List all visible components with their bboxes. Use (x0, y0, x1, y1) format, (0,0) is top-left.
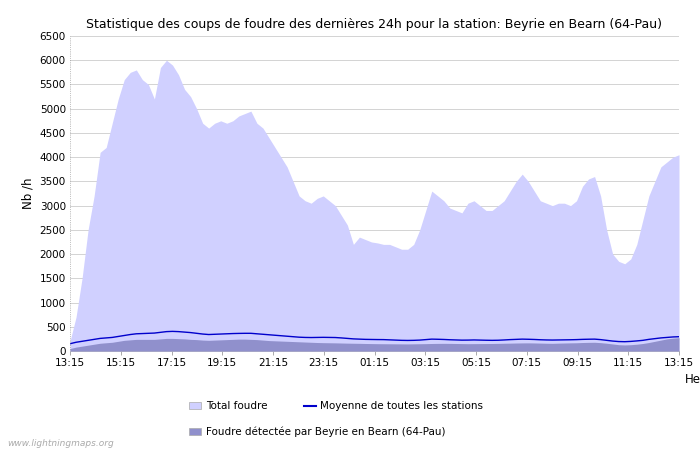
Legend: Foudre détectée par Beyrie en Bearn (64-Pau): Foudre détectée par Beyrie en Bearn (64-… (185, 423, 449, 441)
Text: www.lightningmaps.org: www.lightningmaps.org (7, 439, 113, 448)
Text: Heure: Heure (685, 373, 700, 386)
Y-axis label: Nb /h: Nb /h (21, 178, 34, 209)
Title: Statistique des coups de foudre des dernières 24h pour la station: Beyrie en Bea: Statistique des coups de foudre des dern… (87, 18, 662, 31)
